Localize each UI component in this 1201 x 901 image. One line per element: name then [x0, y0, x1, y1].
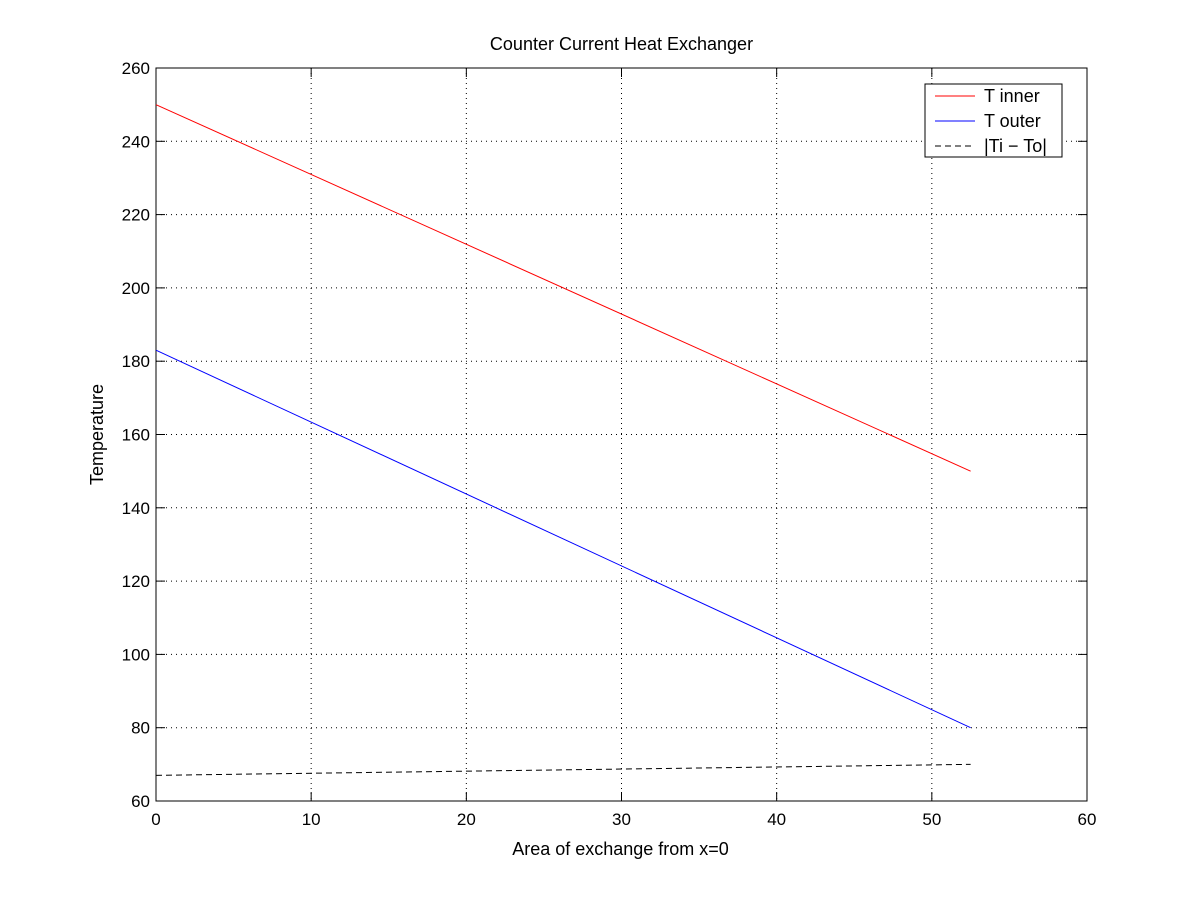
y-tick-label: 200	[122, 279, 150, 298]
x-tick-label: 20	[457, 810, 476, 829]
y-axis-label: Temperature	[87, 384, 107, 485]
grid-lines	[156, 68, 1087, 801]
x-axis-label: Area of exchange from x=0	[512, 839, 729, 859]
x-tick-label: 10	[302, 810, 321, 829]
y-tick-label: 180	[122, 352, 150, 371]
series-line-1	[155, 104, 971, 472]
y-tick-label: 140	[122, 499, 150, 518]
legend: T inner T outer |Ti − To|	[924, 83, 1063, 158]
x-tick-label: 30	[612, 810, 631, 829]
series-line-2	[155, 349, 971, 729]
y-tick-label: 240	[122, 132, 150, 151]
x-tick-label: 0	[151, 810, 160, 829]
y-tick-label: 260	[122, 59, 150, 78]
data-series	[155, 104, 971, 776]
legend-label-1: T inner	[984, 86, 1040, 106]
y-tick-label: 160	[122, 426, 150, 445]
tick-labels: 0 10 20 30 40 50 60 60 80 100 120 140 160 180 200 220 24…	[122, 59, 1097, 829]
series-line-3	[155, 763, 971, 776]
x-tick-label: 50	[922, 810, 941, 829]
x-tick-label: 40	[767, 810, 786, 829]
legend-label-2: T outer	[984, 111, 1041, 131]
y-tick-label: 100	[122, 645, 150, 664]
y-tick-label: 60	[131, 792, 150, 811]
y-tick-label: 120	[122, 572, 150, 591]
y-tick-label: 220	[122, 206, 150, 225]
tick-marks	[155, 67, 1088, 802]
legend-label-3: |Ti − To|	[984, 136, 1047, 156]
y-tick-label: 80	[131, 719, 150, 738]
chart-title: Counter Current Heat Exchanger	[490, 34, 753, 54]
x-tick-label: 60	[1078, 810, 1097, 829]
